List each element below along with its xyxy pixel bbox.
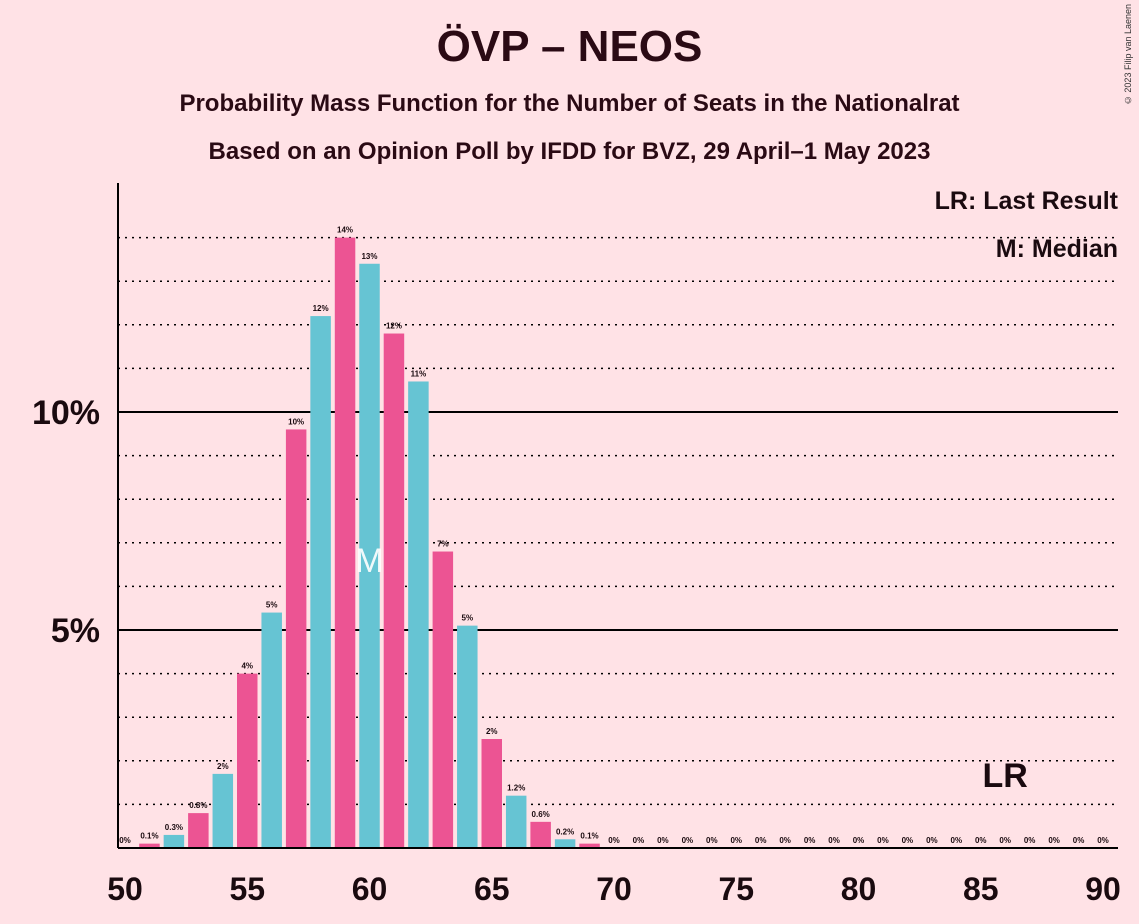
bar-seat-65 bbox=[481, 739, 502, 848]
chart-subtitle-1: Probability Mass Function for the Number… bbox=[179, 90, 960, 117]
x-tick-label-50: 50 bbox=[107, 871, 143, 907]
tick-labels: 50 55 60 65 70 75 80 85 90 5% 10% bbox=[32, 394, 1121, 907]
bar-seat-64 bbox=[457, 625, 478, 848]
x-tick-label-85: 85 bbox=[963, 871, 999, 907]
bar-label-seat-73: 0% bbox=[682, 836, 694, 845]
bar-label-seat-60: 13% bbox=[361, 252, 377, 261]
bar-label-seat-74: 0% bbox=[706, 836, 718, 845]
bar-label-seat-80: 0% bbox=[853, 836, 865, 845]
bar-label-seat-53: 0.8% bbox=[189, 801, 207, 810]
last-result-marker: LR bbox=[983, 757, 1028, 795]
bar-label-seat-50: 0% bbox=[119, 836, 131, 845]
bar-label-seat-86: 0% bbox=[999, 836, 1011, 845]
bar-label-seat-57: 10% bbox=[288, 417, 304, 426]
legend-median: M: Median bbox=[996, 235, 1118, 263]
bar-seat-69 bbox=[579, 843, 600, 848]
bar-label-seat-52: 0.3% bbox=[165, 823, 183, 832]
bar-label-seat-54: 2% bbox=[217, 762, 229, 771]
bar-seat-54 bbox=[212, 773, 234, 848]
bar-seat-61 bbox=[383, 333, 405, 848]
bar-label-seat-55: 4% bbox=[241, 662, 253, 671]
bar-label-seat-79: 0% bbox=[828, 836, 840, 845]
bar-label-seat-78: 0% bbox=[804, 836, 816, 845]
bar-seat-51 bbox=[139, 843, 160, 848]
bar-seat-57 bbox=[285, 429, 307, 848]
bar-label-seat-82: 0% bbox=[902, 836, 914, 845]
chart-subtitle-2: Based on an Opinion Poll by IFDD for BVZ… bbox=[208, 138, 931, 165]
bar-label-seat-66: 1.2% bbox=[507, 784, 525, 793]
bar-label-seat-90: 0% bbox=[1097, 836, 1109, 845]
bar-seat-52 bbox=[163, 834, 185, 848]
bar-label-seat-88: 0% bbox=[1048, 836, 1060, 845]
x-tick-label-80: 80 bbox=[841, 871, 877, 907]
gridlines bbox=[118, 236, 1118, 806]
bar-label-seat-51: 0.1% bbox=[140, 832, 158, 841]
bar-label-seat-64: 5% bbox=[462, 614, 474, 623]
bar-label-seat-59: 14% bbox=[337, 226, 353, 235]
bar-label-seat-75: 0% bbox=[730, 836, 742, 845]
bar-label-seat-71: 0% bbox=[633, 836, 645, 845]
bar-label-seat-77: 0% bbox=[779, 836, 791, 845]
bar-label-seat-58: 12% bbox=[313, 304, 329, 313]
bar-label-seat-69: 0.1% bbox=[580, 832, 598, 841]
axes bbox=[117, 183, 1118, 849]
bar-label-seat-61: 12% bbox=[386, 322, 402, 331]
bar-label-seat-56: 5% bbox=[266, 601, 278, 610]
bar-label-seat-70: 0% bbox=[608, 836, 620, 845]
bar-label-seat-65: 2% bbox=[486, 727, 498, 736]
bar-seat-59 bbox=[334, 237, 356, 849]
bar-seat-63 bbox=[432, 551, 454, 848]
y-tick-label-5: 5% bbox=[51, 612, 100, 650]
y-tick-label-10: 10% bbox=[32, 394, 100, 432]
bar-label-seat-72: 0% bbox=[657, 836, 669, 845]
bar-label-seat-83: 0% bbox=[926, 836, 938, 845]
bar-label-seat-89: 0% bbox=[1073, 836, 1085, 845]
bar-label-seat-84: 0% bbox=[951, 836, 963, 845]
bars bbox=[139, 237, 600, 849]
bar-label-seat-62: 11% bbox=[411, 369, 427, 378]
bar-label-seat-76: 0% bbox=[755, 836, 767, 845]
bar-seat-60 bbox=[359, 263, 380, 848]
markers: M LR bbox=[355, 542, 1028, 795]
bar-labels: 0% 0.1% 0.3% 0.8% 2% 4% 5% 10% 12% 14% 13% 12% 11% 7%… bbox=[119, 226, 1109, 845]
bar-seat-53 bbox=[188, 813, 209, 848]
bar-label-seat-81: 0% bbox=[877, 836, 889, 845]
x-tick-label-90: 90 bbox=[1085, 871, 1121, 907]
bar-label-seat-85: 0% bbox=[975, 836, 987, 845]
bar-seat-58 bbox=[310, 316, 331, 849]
x-tick-label-60: 60 bbox=[352, 871, 388, 907]
bar-seat-67 bbox=[530, 821, 551, 848]
bar-label-seat-63: 7% bbox=[437, 540, 449, 549]
bar-seat-62 bbox=[408, 381, 429, 848]
x-tick-label-65: 65 bbox=[474, 871, 510, 907]
x-tick-label-55: 55 bbox=[229, 871, 265, 907]
bar-seat-56 bbox=[261, 612, 282, 848]
chart-title: ÖVP – NEOS bbox=[436, 22, 703, 71]
x-tick-label-70: 70 bbox=[596, 871, 632, 907]
bar-seat-68 bbox=[554, 839, 576, 848]
bar-label-seat-87: 0% bbox=[1024, 836, 1036, 845]
bar-label-seat-67: 0.6% bbox=[532, 810, 550, 819]
x-tick-label-75: 75 bbox=[718, 871, 754, 907]
legend-last-result: LR: Last Result bbox=[935, 187, 1119, 215]
median-marker: M bbox=[355, 542, 383, 580]
bar-label-seat-68: 0.2% bbox=[556, 827, 574, 836]
bar-seat-55 bbox=[237, 673, 258, 848]
bar-seat-66 bbox=[505, 795, 527, 848]
